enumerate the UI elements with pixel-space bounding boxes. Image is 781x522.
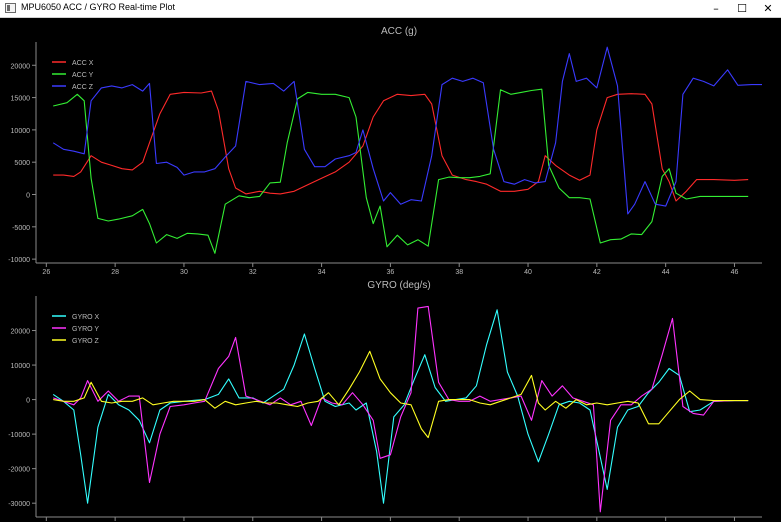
acc-y-tick-label: 0 bbox=[26, 193, 30, 200]
gyro-y-tick-label: 10000 bbox=[11, 363, 31, 370]
acc-x-tick-label: 36 bbox=[386, 269, 394, 276]
window-title: MPU6050 ACC / GYRO Real-time Plot bbox=[21, 2, 176, 12]
acc-x-tick-label: 26 bbox=[42, 269, 50, 276]
gyro-title: GYRO (deg/s) bbox=[367, 280, 430, 291]
gyro-y-tick-label: 20000 bbox=[11, 329, 31, 336]
acc-legend-label: ACC X bbox=[72, 60, 94, 67]
acc-x-tick-label: 28 bbox=[111, 269, 119, 276]
title-bar: MPU6050 ACC / GYRO Real-time Plot – ☐ ✕ bbox=[0, 0, 781, 18]
acc-x-tick-label: 40 bbox=[524, 269, 532, 276]
maximize-button[interactable]: ☐ bbox=[737, 2, 747, 15]
acc-title: ACC (g) bbox=[381, 26, 417, 37]
acc-legend-label: ACC Z bbox=[72, 84, 94, 91]
acc-y-tick-label: 10000 bbox=[11, 128, 31, 135]
gyro-legend-label: GYRO X bbox=[72, 314, 100, 321]
acc-y-tick-label: -5000 bbox=[12, 225, 30, 232]
acc-y-tick-label: -10000 bbox=[8, 257, 30, 264]
gyro-y-tick-label: -10000 bbox=[8, 432, 30, 439]
acc-x-tick-label: 30 bbox=[180, 269, 188, 276]
acc-legend-label: ACC Y bbox=[72, 72, 94, 79]
acc-series-acc-x bbox=[53, 90, 749, 202]
gyro-y-tick-label: 0 bbox=[26, 398, 30, 405]
close-button[interactable]: ✕ bbox=[763, 2, 773, 15]
gyro-legend-label: GYRO Y bbox=[72, 326, 99, 333]
acc-x-tick-label: 42 bbox=[593, 269, 601, 276]
acc-series-acc-z bbox=[52, 46, 762, 215]
acc-x-tick-label: 32 bbox=[249, 269, 257, 276]
minimize-button[interactable]: – bbox=[713, 2, 719, 15]
acc-y-tick-label: 15000 bbox=[11, 96, 31, 103]
acc-series-acc-y bbox=[53, 88, 749, 254]
acc-x-tick-label: 44 bbox=[662, 269, 670, 276]
acc-x-tick-label: 34 bbox=[318, 269, 326, 276]
gyro-series-gyro-y bbox=[53, 305, 749, 513]
app-icon bbox=[5, 3, 16, 13]
acc-y-tick-label: 20000 bbox=[11, 63, 31, 70]
acc-y-tick-label: 5000 bbox=[14, 160, 30, 167]
acc-x-tick-label: 46 bbox=[731, 269, 739, 276]
gyro-series-gyro-x bbox=[52, 309, 749, 504]
gyro-legend-label: GYRO Z bbox=[72, 338, 100, 345]
gyro-y-tick-label: -20000 bbox=[8, 467, 30, 474]
plot-canvas[interactable]: ACC (g) -10000 -5000 0 5000 10000 15000 20000 26… bbox=[0, 18, 781, 522]
acc-x-tick-label: 38 bbox=[455, 269, 463, 276]
gyro-y-tick-label: -30000 bbox=[8, 501, 30, 508]
gyro-series-gyro-z bbox=[53, 350, 749, 439]
